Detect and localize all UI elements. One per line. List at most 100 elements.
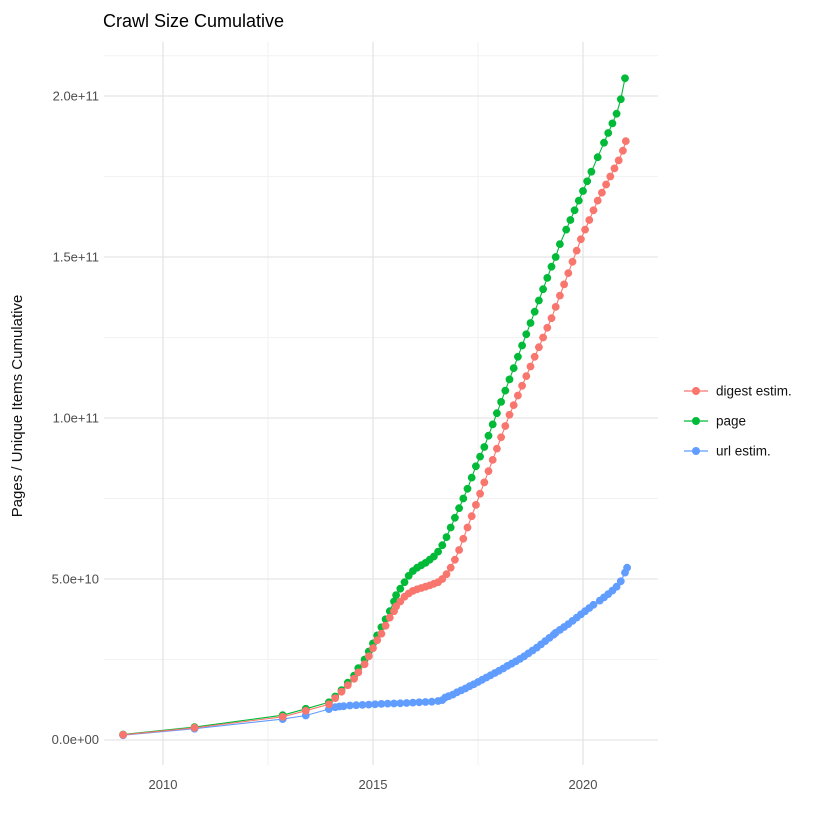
data-point: [325, 700, 333, 709]
data-point: [614, 156, 623, 165]
data-point: [451, 555, 459, 564]
data-point: [514, 391, 522, 400]
legend-key-point-icon: [692, 417, 700, 425]
data-point: [350, 674, 358, 683]
data-point: [488, 420, 497, 429]
data-point: [434, 547, 442, 556]
data-point: [364, 700, 373, 709]
data-point: [505, 375, 514, 384]
data-point: [556, 240, 564, 249]
data-point: [339, 702, 348, 711]
data-point: [556, 291, 564, 300]
data-point: [598, 188, 606, 197]
data-point: [278, 712, 287, 721]
data-point: [427, 697, 436, 706]
data-point: [390, 699, 398, 708]
data-point: [438, 541, 447, 550]
data-point: [346, 701, 354, 710]
data-point: [190, 723, 199, 732]
data-point: [551, 303, 560, 311]
data-point: [572, 246, 581, 255]
data-point: [459, 494, 468, 503]
x-axis-tick-labels: 2010 2015 2020: [149, 777, 598, 792]
data-point: [616, 577, 625, 586]
data-point: [543, 274, 552, 282]
data-point: [455, 504, 463, 513]
data-point: [530, 307, 539, 316]
legend-key-point-icon: [692, 447, 700, 455]
data-point: [581, 225, 589, 234]
data-point: [602, 180, 610, 189]
data-point: [373, 636, 382, 645]
data-point: [463, 484, 472, 493]
data-point: [455, 546, 463, 554]
y-axis-title: Pages / Unique Items Cumulative: [9, 295, 26, 518]
data-point: [518, 381, 526, 390]
data-point: [610, 164, 619, 173]
data-point: [547, 262, 556, 271]
data-point: [560, 280, 568, 289]
y-tick-label: 1.0e+11: [53, 411, 99, 426]
x-tick-label: 2010: [149, 777, 178, 792]
data-point: [505, 410, 514, 419]
data-point: [522, 372, 531, 380]
data-point: [501, 386, 510, 395]
data-point: [371, 700, 379, 709]
data-point: [574, 196, 583, 205]
data-point: [442, 533, 451, 541]
data-point: [377, 629, 386, 638]
data-point: [593, 196, 602, 205]
data-point: [526, 362, 535, 371]
data-point: [396, 584, 405, 593]
data-point: [539, 333, 547, 342]
data-point: [488, 456, 497, 464]
y-axis-tick-labels: 0.0e+00 5.0e+10 1.0e+11 1.5e+11 2.0e+11: [52, 89, 99, 748]
data-point: [568, 257, 577, 266]
data-point: [354, 668, 363, 677]
data-point: [551, 253, 560, 261]
legend-item: digest estim.: [684, 384, 792, 399]
legend-key-point-icon: [692, 387, 700, 395]
data-point: [585, 216, 594, 224]
data-point: [612, 582, 621, 591]
data-point: [509, 364, 518, 372]
data-point: [587, 167, 596, 176]
data-point: [392, 591, 400, 599]
data-point: [606, 172, 615, 181]
data-point: [604, 129, 613, 137]
data-point: [415, 698, 424, 707]
x-tick-label: 2015: [359, 777, 388, 792]
legend: digest estim. page url estim.: [684, 384, 792, 459]
data-point: [446, 523, 455, 532]
data-point: [383, 699, 392, 708]
data-point: [612, 109, 621, 118]
data-point: [564, 269, 573, 277]
data-point: [358, 701, 367, 709]
data-point: [421, 698, 430, 706]
data-point: [377, 700, 386, 708]
data-point: [480, 443, 489, 451]
data-point: [364, 652, 373, 661]
data-point: [360, 660, 369, 669]
data-point: [493, 444, 501, 453]
data-point: [621, 137, 630, 146]
data-point: [385, 613, 394, 622]
data-point: [570, 206, 579, 215]
data-point: [472, 501, 480, 509]
legend-label: url estim.: [716, 444, 771, 459]
y-tick-label: 5.0e+10: [52, 572, 99, 587]
data-point: [472, 462, 480, 471]
data-point: [566, 216, 575, 224]
data-point: [442, 570, 451, 579]
data-point: [600, 138, 608, 147]
data-point: [467, 473, 476, 482]
data-point: [501, 422, 510, 430]
data-point: [623, 563, 631, 572]
data-point: [446, 563, 455, 572]
data-point: [619, 146, 627, 155]
data-point: [484, 467, 493, 475]
data-point: [402, 699, 411, 707]
data-point: [476, 489, 484, 498]
legend-label: page: [716, 414, 746, 429]
